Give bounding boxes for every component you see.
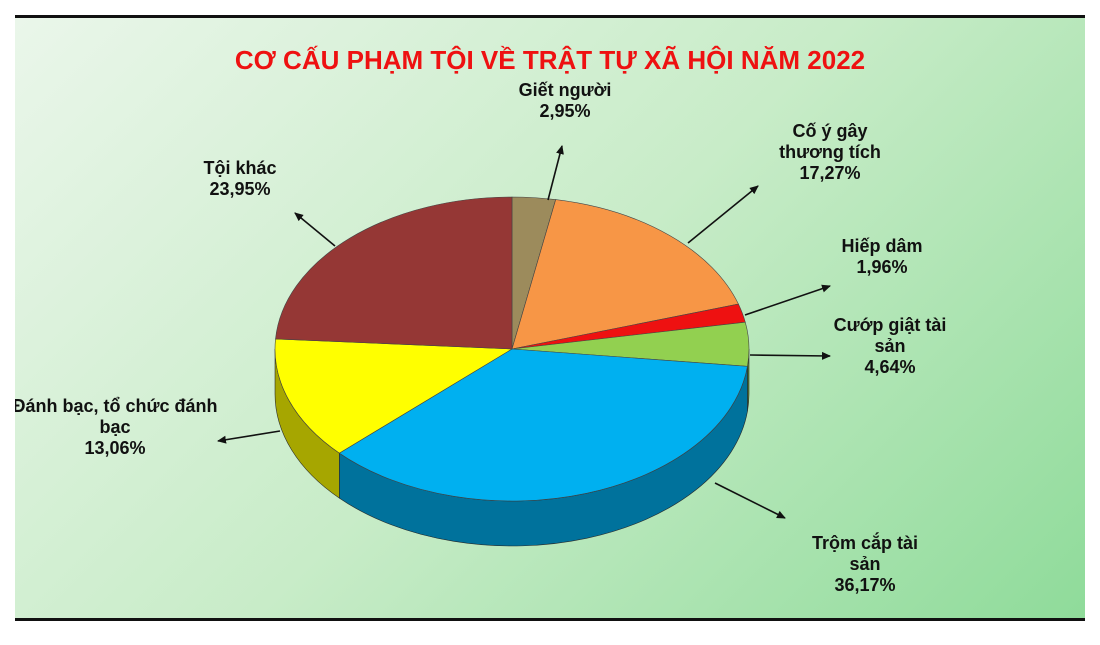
category-label: Hiếp dâm	[841, 236, 923, 256]
leader-arrow	[744, 284, 831, 316]
slice-label: Tội khác 23,95%	[175, 158, 305, 200]
slice-label: Cướp giật tài sản 4,64%	[830, 315, 950, 378]
leader-arrow	[217, 430, 281, 444]
category-label: Trộm cắp tài sản	[811, 533, 919, 574]
category-label: Đánh bạc, tổ chức đánh bạc	[15, 396, 218, 437]
slice	[338, 348, 748, 502]
leader-arrow	[687, 185, 759, 244]
value-label: 1,96%	[856, 257, 908, 277]
category-label: Tội khác	[203, 158, 277, 178]
slice	[511, 199, 739, 350]
value-label: 36,17%	[834, 575, 896, 595]
slice-label: Trộm cắp tài sản 36,17%	[800, 533, 930, 596]
value-label: 4,64%	[864, 357, 916, 377]
slice-label: Hiếp dâm 1,96%	[822, 236, 942, 278]
category-label: Cướp giật tài sản	[833, 315, 947, 356]
slice-side-shade	[275, 349, 340, 499]
chart-title: CƠ CẤU PHẠM TỘI VỀ TRẬT TỰ XÃ HỘI NĂM 20…	[234, 45, 866, 75]
leader-arrows	[217, 145, 831, 519]
slice-label: Cố ý gây thương tích 17,27%	[765, 121, 895, 184]
slice-side-shade	[339, 366, 748, 546]
leader-arrow	[547, 145, 564, 201]
chart-area: CƠ CẤU PHẠM TỘI VỀ TRẬT TỰ XÃ HỘI NĂM 20…	[15, 15, 1085, 621]
category-label: Giết người	[518, 80, 612, 100]
chart	[217, 145, 831, 547]
value-label: 13,06%	[84, 438, 146, 458]
leader-arrow	[714, 482, 786, 519]
leader-arrow	[294, 212, 336, 247]
slice	[274, 338, 514, 454]
value-label: 17,27%	[799, 163, 861, 183]
leader-arrow	[749, 351, 831, 360]
slice-label: Đánh bạc, tổ chức đánh bạc 13,06%	[15, 396, 230, 459]
slice-label: Giết người 2,95%	[495, 80, 635, 122]
category-label: Cố ý gây thương tích	[779, 121, 881, 162]
value-label: 2,95%	[539, 101, 591, 121]
slice	[275, 196, 513, 350]
value-label: 23,95%	[209, 179, 271, 199]
